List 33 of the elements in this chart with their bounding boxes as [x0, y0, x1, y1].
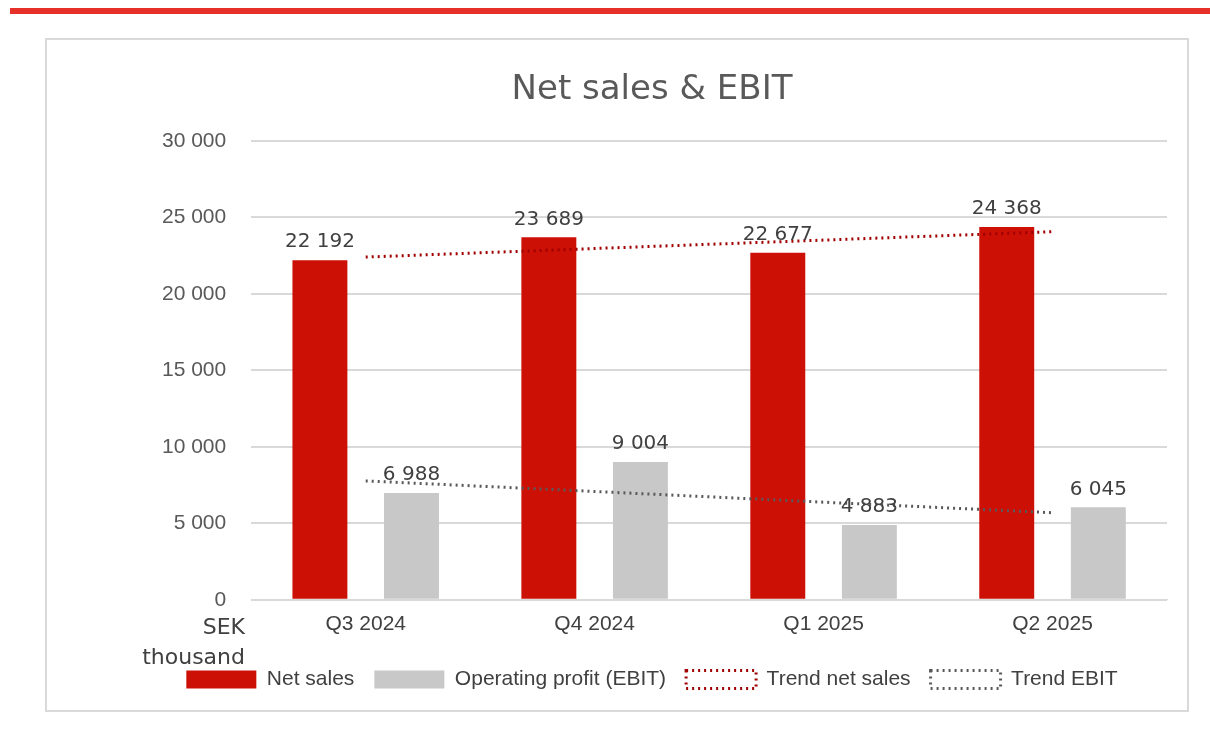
data-label: 22 192: [284, 228, 355, 253]
data-label: 23 689: [513, 205, 584, 230]
x-tick-label: Q3 2024: [325, 611, 407, 635]
y-axis-title: SEK thousand: [141, 613, 245, 671]
data-label: 6 045: [1069, 475, 1127, 500]
y-tick-label: 30 000: [162, 127, 227, 151]
legend-label: Operating profit (EBIT): [454, 666, 667, 690]
data-label: 4 883: [840, 493, 899, 518]
bar: [292, 260, 348, 599]
bar: [384, 492, 439, 599]
y-tick-label: 10 000: [162, 433, 227, 457]
x-tick-label: Q2 2025: [1012, 611, 1093, 635]
data-label: 24 368: [971, 195, 1042, 220]
y-tick-label: 25 000: [162, 204, 227, 228]
bar: [612, 462, 668, 599]
x-tick-label: Q4 2024: [554, 611, 636, 635]
bar: [750, 252, 806, 599]
y-tick-label: 5 000: [173, 510, 227, 534]
y-tick-label: 0: [214, 586, 227, 610]
bar: [841, 525, 897, 599]
legend-label: Net sales: [266, 666, 355, 690]
bar: [979, 226, 1035, 599]
chart-title: Net sales & EBIT: [511, 67, 793, 108]
data-label: 22 677: [742, 221, 813, 246]
data-label: 6 988: [382, 461, 441, 486]
y-tick-label: 15 000: [162, 357, 227, 381]
bar: [1070, 507, 1126, 599]
legend-label: Trend net sales: [766, 666, 911, 690]
x-tick-label: Q1 2025: [783, 611, 864, 635]
y-tick-label: 20 000: [162, 280, 227, 304]
legend-label: Trend EBIT: [1011, 666, 1118, 690]
bar: [521, 237, 577, 599]
data-label: 9 004: [611, 430, 670, 455]
